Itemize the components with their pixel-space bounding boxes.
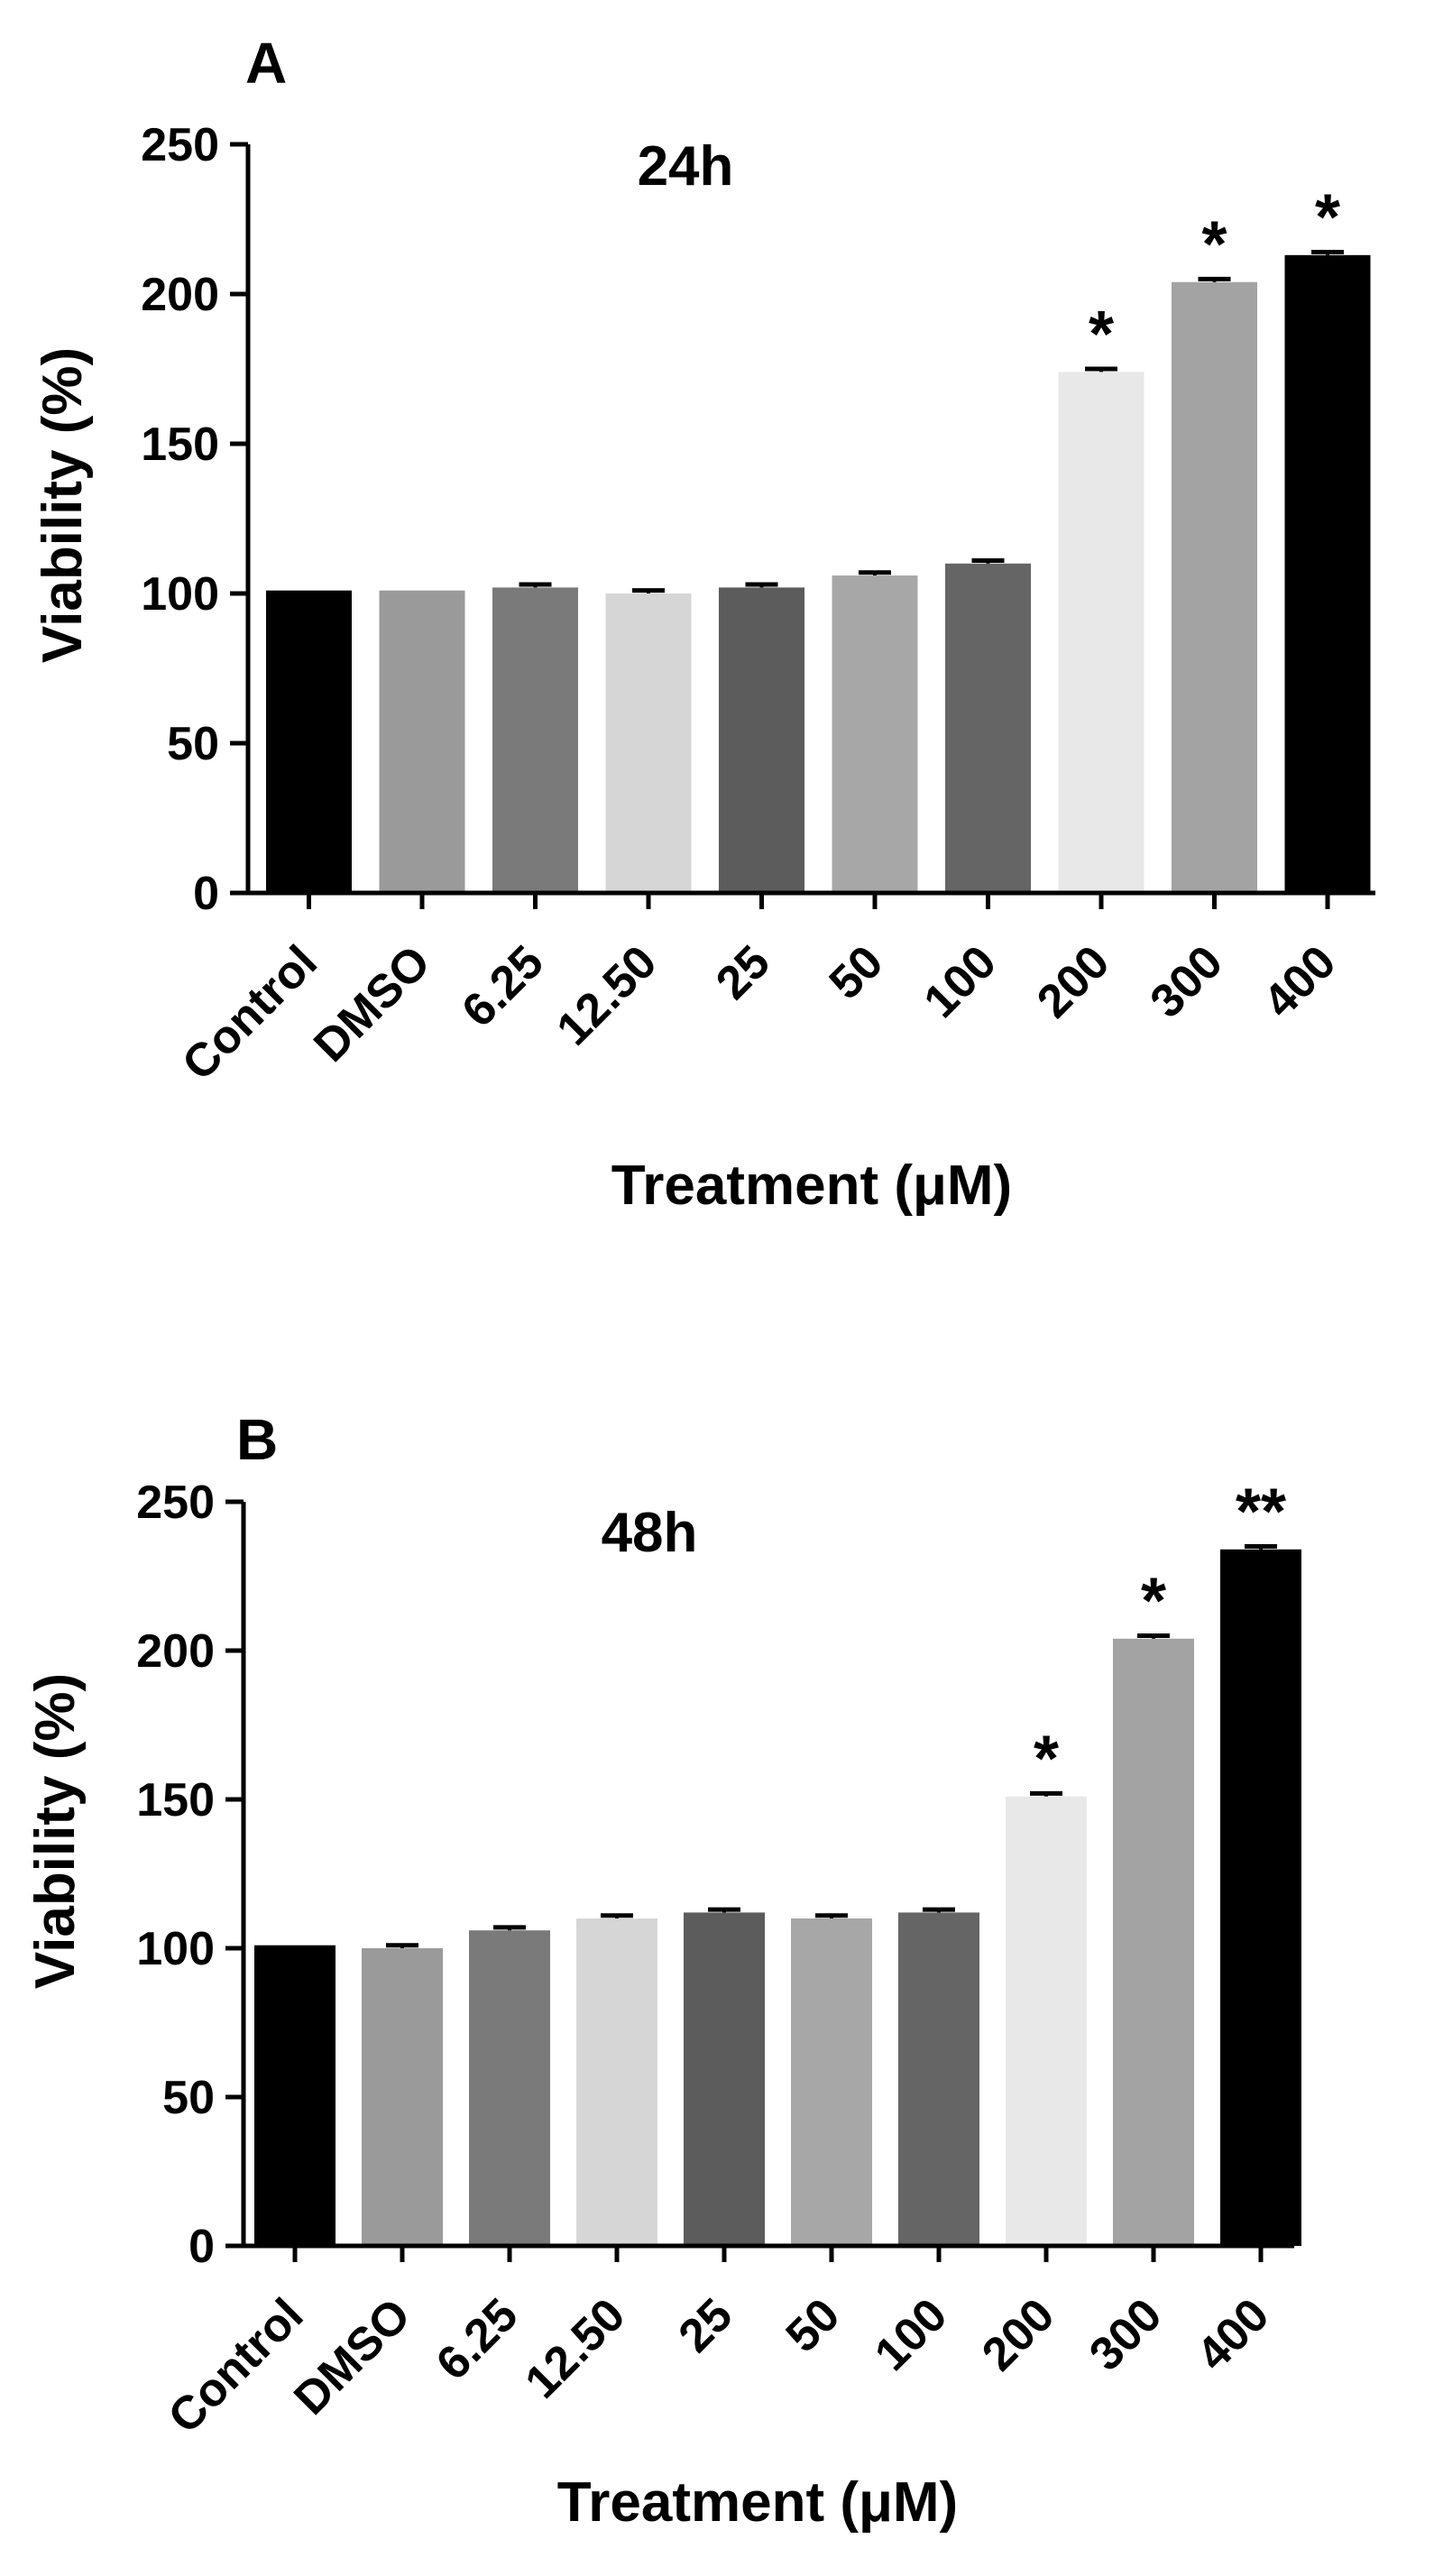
- bar-DMSO: [379, 590, 465, 893]
- bar-50: [791, 1918, 872, 2246]
- x-tick-label: 6.25: [452, 935, 554, 1037]
- x-tick-label: 25: [706, 935, 780, 1009]
- bar-Control: [266, 590, 352, 893]
- panel-a-chart: A 24h Viability (%) Treatment (μM) 0 50 10…: [32, 31, 1375, 1217]
- significance-marker: *: [1201, 208, 1227, 281]
- x-tick-label: 12.50: [515, 2288, 635, 2408]
- significance-marker: *: [1141, 1566, 1166, 1638]
- y-tick-label: 50: [162, 2072, 215, 2124]
- bar-300: [1172, 281, 1257, 894]
- panel-a-y-axis: 0 50 100 150 200 250: [141, 119, 248, 920]
- bar-100: [898, 1912, 979, 2246]
- bar-12.50: [605, 593, 692, 893]
- significance-marker: *: [1034, 1723, 1059, 1795]
- bar-400: [1284, 254, 1371, 894]
- x-tick-label: 50: [777, 2288, 850, 2362]
- bar-6.25: [469, 1930, 550, 2246]
- y-tick-label: 200: [136, 1625, 215, 1678]
- x-tick-label: Control: [159, 2288, 314, 2443]
- x-tick-label: 12.50: [547, 935, 666, 1055]
- panel-a-title: 24h: [638, 135, 734, 198]
- panel-b-y-axis-title: Viability (%): [24, 1673, 87, 1989]
- bar-DMSO: [362, 1948, 443, 2246]
- significance-marker: *: [1315, 182, 1340, 254]
- x-tick-label: Control: [172, 935, 327, 1090]
- panel-a-bars: * * *: [266, 182, 1371, 894]
- x-tick-label: 100: [865, 2288, 957, 2380]
- bar-Control: [254, 1945, 336, 2246]
- panel-b-chart: B 48h Viability (%) Treatment (μM) 05010…: [24, 1407, 1301, 2534]
- x-tick-label: 6.25: [427, 2288, 529, 2390]
- y-tick-label: 150: [141, 419, 219, 471]
- panel-a-letter: A: [245, 31, 287, 96]
- bar-6.25: [492, 587, 578, 893]
- x-tick-label: 200: [1027, 935, 1119, 1027]
- bar-300: [1113, 1638, 1194, 2246]
- panel-b-x-axis-title: Treatment (μM): [557, 2471, 958, 2534]
- y-tick-label: 100: [136, 1923, 215, 1975]
- x-tick-label: DMSO: [284, 2288, 420, 2424]
- y-tick-label: 150: [136, 1774, 215, 1826]
- x-tick-label: 300: [1141, 935, 1233, 1027]
- panel-a-x-axis-title: Treatment (μM): [611, 1155, 1012, 1217]
- bar-25: [684, 1912, 765, 2246]
- x-tick-label: 200: [972, 2288, 1064, 2380]
- x-tick-label: 50: [820, 935, 894, 1009]
- bar-200: [1058, 372, 1144, 893]
- bar-12.50: [576, 1918, 657, 2246]
- bar-50: [832, 575, 918, 893]
- panel-b-letter: B: [236, 1407, 278, 1472]
- x-tick-label: 400: [1254, 935, 1346, 1027]
- y-tick-label: 50: [167, 718, 219, 770]
- y-tick-label: 200: [141, 269, 219, 321]
- panel-b-bars: ****: [254, 1477, 1301, 2246]
- significance-marker: *: [1089, 299, 1114, 371]
- y-tick-label: 0: [193, 868, 219, 920]
- y-tick-label: 250: [141, 119, 219, 171]
- y-tick-label: 100: [141, 568, 219, 621]
- panel-a-y-axis-title: Viability (%): [32, 347, 94, 663]
- x-tick-label: 300: [1080, 2288, 1172, 2380]
- y-tick-label: 250: [136, 1477, 215, 1529]
- x-tick-label: 400: [1187, 2288, 1279, 2380]
- panel-b-y-axis: 0 50 100 150 200 250: [136, 1477, 244, 2273]
- x-tick-label: 25: [669, 2288, 743, 2362]
- x-tick-label: DMSO: [304, 935, 440, 1072]
- significance-marker: **: [1236, 1477, 1286, 1549]
- bar-400: [1220, 1549, 1301, 2246]
- bar-100: [945, 563, 1031, 893]
- x-tick-label: 100: [915, 935, 1007, 1027]
- y-tick-label: 0: [188, 2221, 215, 2273]
- panel-b-title: 48h: [602, 1502, 698, 1564]
- bar-25: [719, 587, 804, 893]
- bar-200: [1006, 1796, 1087, 2246]
